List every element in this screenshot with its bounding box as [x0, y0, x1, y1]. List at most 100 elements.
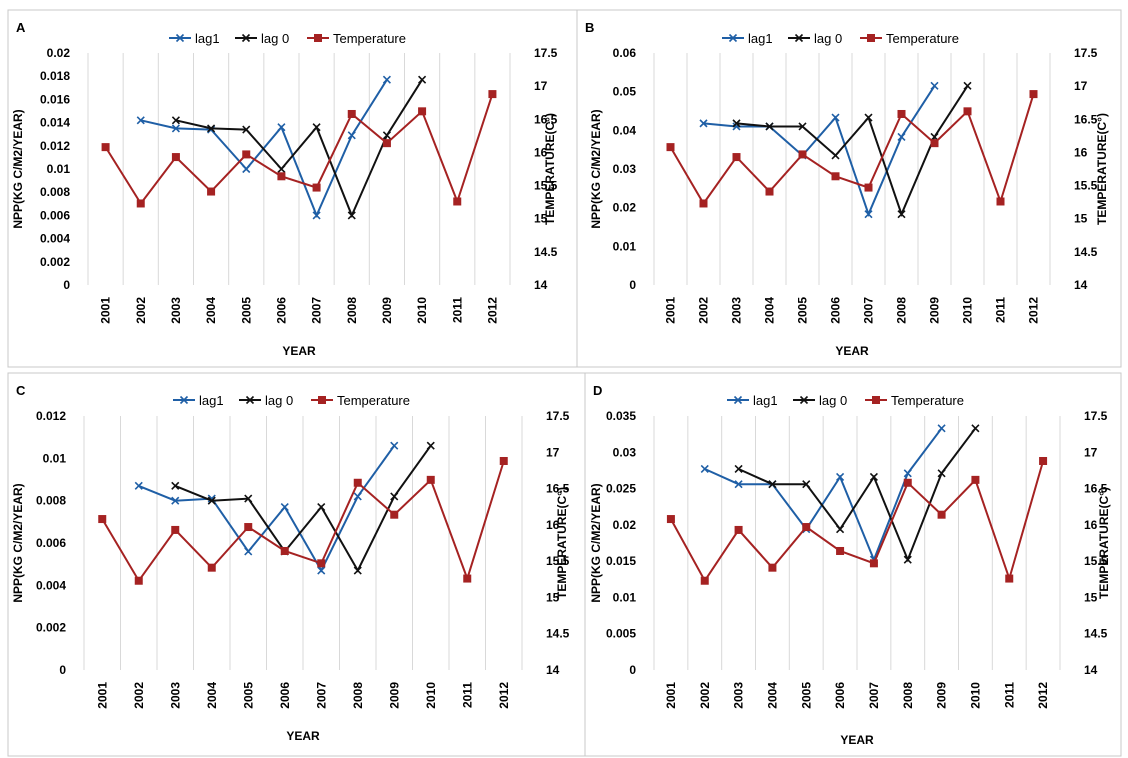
y-tick-label: 0.025 [606, 482, 636, 496]
data-point [734, 464, 743, 474]
series-lag1 [134, 441, 399, 575]
data-point [732, 153, 741, 162]
y-tick-label: 0.012 [36, 409, 66, 423]
x-axis-title: YEAR [840, 733, 874, 747]
y-axis-title: NPP(KG C/M2/YEAR) [11, 109, 25, 228]
y-tick-label: 0.01 [613, 239, 637, 253]
y2-tick-label: 16 [546, 518, 560, 532]
data-point [836, 525, 845, 534]
y-axis-title: NPP(KG C/M2/YEAR) [589, 483, 603, 602]
y-tick-label: 0.004 [36, 578, 66, 592]
legend-swatch-marker [318, 396, 326, 404]
y2-tick-label: 14 [534, 278, 548, 292]
legend-label: Temperature [891, 393, 964, 408]
data-point [171, 124, 180, 133]
y2-tick-label: 17 [546, 445, 560, 459]
data-point [869, 472, 878, 482]
data-point [242, 150, 251, 159]
y2-tick-label: 14.5 [1084, 627, 1108, 641]
y2-tick-label: 17 [1074, 79, 1088, 93]
x-tick-label: 2006 [833, 682, 847, 709]
x-tick-label: 2002 [134, 297, 148, 324]
x-tick-label: 2005 [241, 682, 255, 709]
y-tick-label: 0 [59, 663, 66, 677]
legend-item-temperature: Temperature [865, 393, 964, 408]
x-tick-label: 2005 [796, 297, 810, 324]
y2-axis-title: TEMPERATURE(C°) [1097, 487, 1111, 599]
y-tick-label: 0.008 [40, 185, 70, 199]
y-tick-label: 0.012 [40, 139, 70, 153]
data-point [207, 496, 216, 505]
legend-label: lag 0 [814, 31, 842, 46]
x-axis-title: YEAR [286, 729, 320, 743]
x-tick-label: 2011 [460, 682, 474, 708]
data-point [418, 75, 427, 84]
data-point [207, 124, 216, 133]
data-point [937, 424, 946, 433]
x-tick-label: 2002 [132, 682, 146, 709]
y2-tick-label: 14 [1084, 663, 1098, 677]
data-point [390, 441, 399, 450]
y2-tick-label: 17.5 [1084, 409, 1108, 423]
x-tick-label: 2001 [95, 682, 109, 709]
legend-swatch-marker [872, 396, 880, 404]
data-point [171, 525, 180, 534]
x-tick-label: 2010 [424, 682, 438, 709]
y-tick-label: 0.05 [613, 85, 637, 99]
legend-label: lag 0 [261, 31, 289, 46]
data-point [277, 172, 286, 181]
data-point [1039, 456, 1048, 465]
data-point [864, 183, 873, 192]
series-line [138, 445, 396, 573]
data-point [765, 122, 774, 131]
chart-panel-a: A 0 0.002 0.004 0.006 0.008 0.01 0.012 0.014 0.01… [7, 9, 578, 368]
x-tick-label: 2001 [664, 297, 678, 324]
data-point [390, 492, 399, 501]
data-point [666, 515, 675, 524]
data-point [244, 494, 253, 503]
legend-swatch-marker [179, 395, 189, 405]
x-tick-label: 2002 [697, 297, 711, 324]
data-point [382, 131, 391, 140]
panel-label: B [585, 20, 594, 35]
data-point [802, 523, 811, 532]
y2-tick-label: 16.5 [1074, 112, 1098, 126]
data-point [382, 139, 391, 148]
data-point [765, 187, 774, 196]
legend-item-temperature: Temperature [311, 393, 410, 408]
data-point [347, 131, 356, 140]
x-tick-label: 2012 [497, 682, 511, 709]
y-tick-label: 0.02 [613, 201, 637, 215]
y2-tick-label: 17.5 [546, 409, 570, 423]
x-tick-label: 2007 [310, 297, 324, 324]
y2-tick-label: 14.5 [534, 245, 558, 259]
data-point [317, 566, 326, 575]
data-point [98, 515, 107, 524]
data-point [1005, 574, 1014, 583]
series-lag0 [171, 75, 427, 220]
data-point [277, 164, 286, 174]
data-point [347, 211, 356, 220]
data-point [134, 576, 143, 585]
y-axis-title: NPP(KG C/M2/YEAR) [11, 483, 25, 602]
x-tick-label: 2010 [968, 682, 982, 709]
data-point [242, 125, 251, 134]
data-point [347, 109, 356, 118]
y-tick-label: 0.008 [36, 494, 66, 508]
data-point [453, 197, 462, 206]
y2-tick-label: 16.5 [546, 482, 570, 496]
y-tick-label: 0.016 [40, 92, 70, 106]
legend-item-lag1: lag1 [727, 393, 778, 408]
data-point [903, 555, 912, 564]
chart-panel-d: D 0 0.005 0.01 0.015 0.02 0.025 0.03 0.035 14 14.5… [584, 372, 1122, 757]
x-tick-label: 2004 [205, 682, 219, 709]
data-point [136, 116, 145, 125]
data-point [244, 547, 253, 556]
y2-axis-title: TEMPERATURE(C°) [1095, 113, 1109, 225]
y2-tick-label: 15 [534, 212, 548, 226]
data-point [488, 90, 497, 99]
legend-label: lag1 [195, 31, 220, 46]
y-tick-label: 0.03 [613, 445, 637, 459]
data-point [171, 481, 180, 490]
